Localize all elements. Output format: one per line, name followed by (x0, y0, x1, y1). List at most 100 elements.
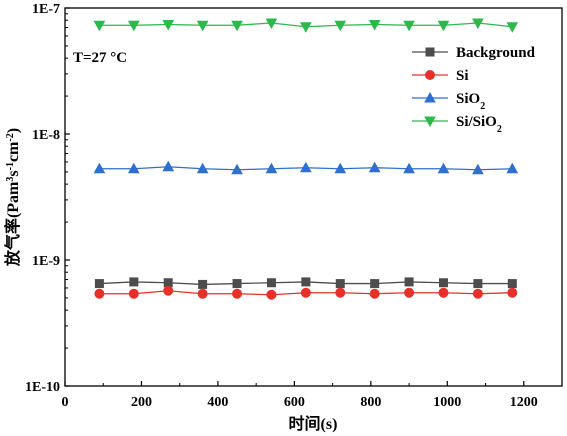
legend-entry-sio2: SiO2 (412, 91, 485, 112)
legend-label-text: Si/SiO (456, 114, 497, 130)
y-axis-title-sup-1: 3 (5, 177, 16, 182)
legend-entry-background: Background (412, 45, 536, 61)
x-tick-label: 0 (62, 395, 69, 410)
series-si (94, 285, 518, 300)
data-point-sio2 (368, 161, 381, 173)
x-axis-title: 时间(s) (289, 414, 338, 433)
x-axis: 0 200 400 600 800 1000 1200 (62, 381, 538, 410)
y-tick-label: 1E-8 (32, 128, 60, 143)
temperature-annotation: T=27 °C (73, 50, 127, 66)
legend-marker (425, 70, 435, 80)
data-point-background (404, 277, 414, 287)
data-point-si-sio2 (506, 22, 519, 33)
data-point-si (472, 288, 483, 299)
data-point-background (94, 279, 104, 289)
data-point-sio2 (265, 162, 278, 174)
data-point-si (266, 289, 277, 300)
x-tick-label: 600 (284, 395, 305, 410)
data-point-si-sio2 (472, 18, 484, 30)
data-point-si-sio2 (127, 20, 140, 32)
legend-entry-si-sio2: Si/SiO2 (412, 114, 502, 135)
data-point-sio2 (231, 163, 243, 175)
data-point-si-sio2 (265, 18, 278, 30)
data-point-si (404, 287, 415, 298)
legend-label-subscript: 2 (480, 101, 485, 112)
data-point-si (94, 288, 105, 299)
data-point-si-sio2 (162, 19, 175, 31)
x-tick-label: 400 (207, 395, 228, 410)
x-tick-label: 1000 (433, 395, 461, 410)
data-point-si-sio2 (93, 20, 106, 32)
data-point-si (335, 287, 346, 298)
legend-marker (424, 116, 436, 128)
data-point-si (232, 288, 243, 299)
data-point-background (163, 278, 173, 288)
legend-marker (424, 91, 436, 103)
data-point-background (438, 278, 448, 288)
series-layer (93, 18, 519, 300)
data-point-sio2 (196, 162, 209, 174)
y-axis-title: 放气率(Pam3s-1cm-2) (3, 128, 22, 267)
y-axis-title-mid-2: cm (5, 141, 22, 162)
data-point-sio2 (127, 162, 140, 174)
legend-label-text: Background (456, 45, 536, 61)
series-background (94, 277, 517, 289)
data-point-si (163, 285, 174, 296)
data-point-si (369, 288, 380, 299)
legend-label: SiO2 (456, 91, 485, 112)
data-point-background (370, 279, 380, 289)
data-point-sio2 (93, 162, 106, 174)
legend-label: Background (456, 45, 536, 61)
y-tick-label: 1E-10 (25, 380, 60, 395)
data-point-si-sio2 (368, 19, 381, 31)
legend-label: Si/SiO2 (456, 114, 502, 135)
data-point-background (507, 279, 517, 289)
y-axis-title-sup-3: -2 (5, 133, 16, 141)
data-point-sio2 (506, 162, 519, 174)
data-point-si (507, 287, 518, 298)
data-point-si-sio2 (403, 20, 415, 32)
data-point-background (335, 279, 345, 289)
data-point-background (266, 278, 276, 288)
x-tick-label: 200 (131, 395, 152, 410)
legend-label-text: Si (456, 68, 469, 84)
y-axis-title-suffix: ) (5, 128, 22, 133)
plot-frame (64, 7, 563, 387)
data-point-si (197, 288, 208, 299)
data-point-sio2 (472, 163, 484, 175)
data-point-sio2 (403, 162, 415, 174)
data-point-background (301, 277, 311, 287)
legend-label-text: SiO (456, 91, 480, 107)
data-point-background (129, 277, 139, 287)
data-point-si-sio2 (334, 20, 347, 32)
y-axis-title-prefix: 放气率(Pam (3, 181, 22, 267)
y-axis-title-sup-2: -1 (5, 162, 16, 170)
y-tick-label: 1E-7 (32, 2, 60, 17)
data-point-si (438, 287, 449, 298)
legend-label: Si (456, 68, 469, 84)
legend-label-subscript: 2 (497, 124, 502, 135)
data-point-background (473, 279, 483, 289)
data-point-si (128, 288, 139, 299)
data-point-si-sio2 (231, 20, 243, 32)
y-axis: 1E-10 1E-9 1E-8 1E-7 (25, 2, 70, 395)
data-point-background (232, 279, 242, 289)
series-sio2 (93, 160, 519, 175)
legend-marker (425, 47, 435, 57)
data-point-si-sio2 (196, 20, 209, 32)
x-tick-label: 1200 (510, 395, 538, 410)
data-point-background (198, 279, 208, 289)
y-tick-label: 1E-9 (32, 254, 60, 269)
y-axis-title-mid-1: s (5, 170, 22, 176)
data-point-sio2 (334, 162, 347, 174)
legend-entry-si: Si (412, 68, 469, 84)
data-point-si-sio2 (300, 22, 312, 33)
data-point-si (300, 287, 311, 298)
x-tick-label: 800 (360, 395, 381, 410)
data-point-sio2 (300, 161, 312, 173)
series-si-sio2 (93, 18, 519, 33)
data-point-sio2 (162, 160, 175, 172)
data-point-sio2 (437, 162, 450, 174)
